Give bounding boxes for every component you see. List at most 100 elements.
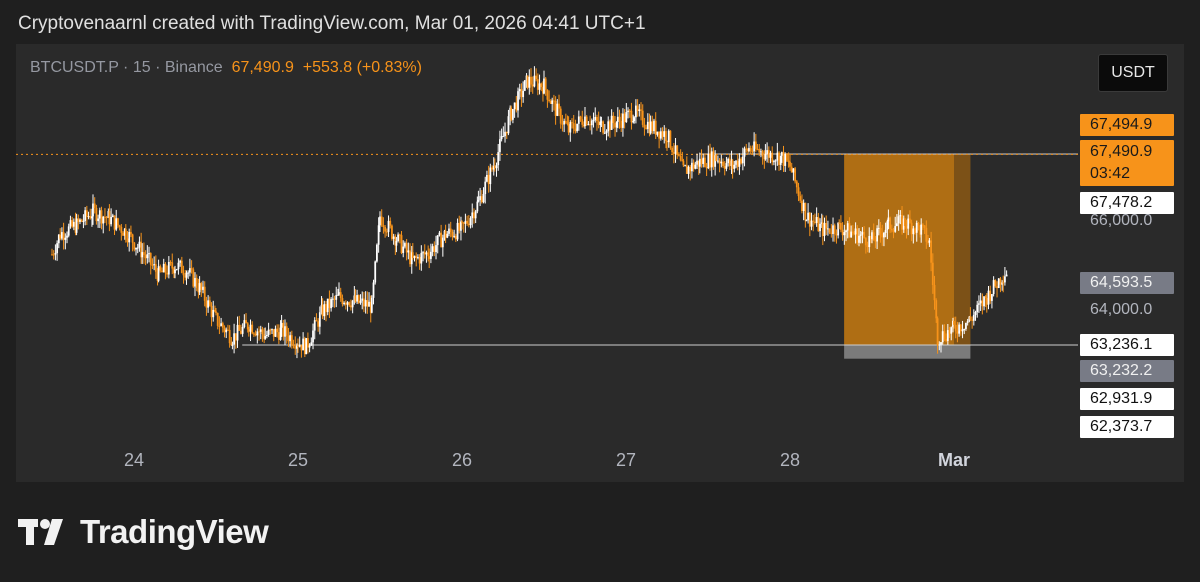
candle-body xyxy=(821,222,824,237)
candle-body xyxy=(449,228,452,232)
candle-body xyxy=(572,123,575,129)
candle-body xyxy=(370,297,373,313)
candle-body xyxy=(149,253,152,265)
candle-body xyxy=(971,319,974,321)
candle-body xyxy=(641,110,644,125)
candle-body xyxy=(1002,282,1005,284)
candle-body xyxy=(326,298,329,313)
candle-body xyxy=(520,89,523,98)
candle-body xyxy=(215,311,217,313)
candle-body xyxy=(518,89,521,92)
candle-body xyxy=(858,235,860,243)
candle-body xyxy=(346,302,349,305)
candle-body xyxy=(718,160,721,164)
candle-body xyxy=(645,127,648,129)
candle-body xyxy=(462,222,465,224)
candle-body xyxy=(600,121,603,123)
candle-body xyxy=(679,155,682,161)
candle-body xyxy=(153,264,156,266)
candle-body xyxy=(728,158,731,167)
candle-body xyxy=(978,303,980,305)
candle-body xyxy=(663,131,666,137)
candle-body xyxy=(616,116,619,123)
candle-body xyxy=(689,166,692,172)
candle-body xyxy=(874,240,877,242)
candle-body xyxy=(372,282,375,298)
candle-body xyxy=(682,160,685,166)
candle-body xyxy=(338,292,340,295)
candle-body xyxy=(928,240,931,243)
candle-body xyxy=(157,266,160,281)
candle-body xyxy=(197,287,200,293)
price-chart[interactable] xyxy=(16,44,1184,482)
candle-body xyxy=(74,221,77,233)
candle-body xyxy=(754,141,757,149)
candle-body xyxy=(807,212,810,221)
candle-body xyxy=(210,305,213,318)
candle-body xyxy=(915,222,918,233)
price-tag-value: 63,232.2 xyxy=(1090,362,1153,379)
x-tick-label: 28 xyxy=(779,450,801,470)
last-price: 67,490.9 xyxy=(231,59,294,76)
candle-body xyxy=(480,196,483,203)
candle-body xyxy=(730,160,733,167)
candle-body xyxy=(563,120,566,125)
candle-body xyxy=(443,230,446,238)
candle-body xyxy=(107,211,110,218)
candle-body xyxy=(300,344,303,351)
candle-body xyxy=(587,124,590,126)
candle-body xyxy=(859,234,862,236)
price-tag-value: 62,373.7 xyxy=(1090,418,1153,435)
candle-body xyxy=(612,115,615,124)
target-zone-shade xyxy=(954,154,971,346)
candle-body xyxy=(769,152,772,158)
candle-body xyxy=(812,220,815,222)
candle-body xyxy=(609,121,611,130)
candle-body xyxy=(922,224,924,226)
candle-body xyxy=(135,247,137,250)
candle-body xyxy=(722,161,724,166)
candle-body xyxy=(773,161,775,163)
candle-body xyxy=(643,124,646,128)
candle-body xyxy=(254,333,257,336)
candle-body xyxy=(333,298,336,300)
chart-header: Cryptovenaarnl created with TradingView.… xyxy=(18,13,646,34)
candle-body xyxy=(258,331,260,333)
candle-body xyxy=(585,116,588,125)
candle-body xyxy=(356,295,359,302)
candle-body xyxy=(835,233,838,236)
candle-body xyxy=(556,103,559,116)
candle-body xyxy=(228,329,231,344)
candle-body xyxy=(704,157,706,168)
candle-body xyxy=(54,253,57,255)
candle-body xyxy=(627,110,629,113)
candle-body xyxy=(687,166,690,174)
candle-body xyxy=(952,320,954,328)
candle-body xyxy=(712,151,715,167)
candle-body xyxy=(814,221,816,223)
candle-body xyxy=(513,102,516,110)
candle-body xyxy=(218,325,221,327)
candle-body xyxy=(246,323,249,330)
candle-body xyxy=(307,338,309,348)
candle-body xyxy=(502,136,505,138)
candle-body xyxy=(894,226,897,232)
currency-button[interactable]: USDT xyxy=(1098,54,1168,92)
chart-panel[interactable]: BTCUSDT.P · 15 · Binance 67,490.9 +553.8… xyxy=(16,44,1184,482)
candle-body xyxy=(404,243,406,247)
candle-body xyxy=(497,152,500,166)
candle-body xyxy=(303,338,306,355)
candle-body xyxy=(751,151,754,153)
candle-body xyxy=(649,121,652,134)
candle-body xyxy=(603,132,606,134)
candle-body xyxy=(104,216,106,218)
candle-body xyxy=(305,338,308,355)
candle-body xyxy=(994,280,997,287)
candle-body xyxy=(231,344,234,346)
candle-body xyxy=(169,261,172,263)
candle-body xyxy=(284,326,286,337)
candle-body xyxy=(156,271,159,281)
candle-body xyxy=(117,218,119,226)
candle-body xyxy=(418,257,421,264)
candle-body xyxy=(138,241,141,248)
